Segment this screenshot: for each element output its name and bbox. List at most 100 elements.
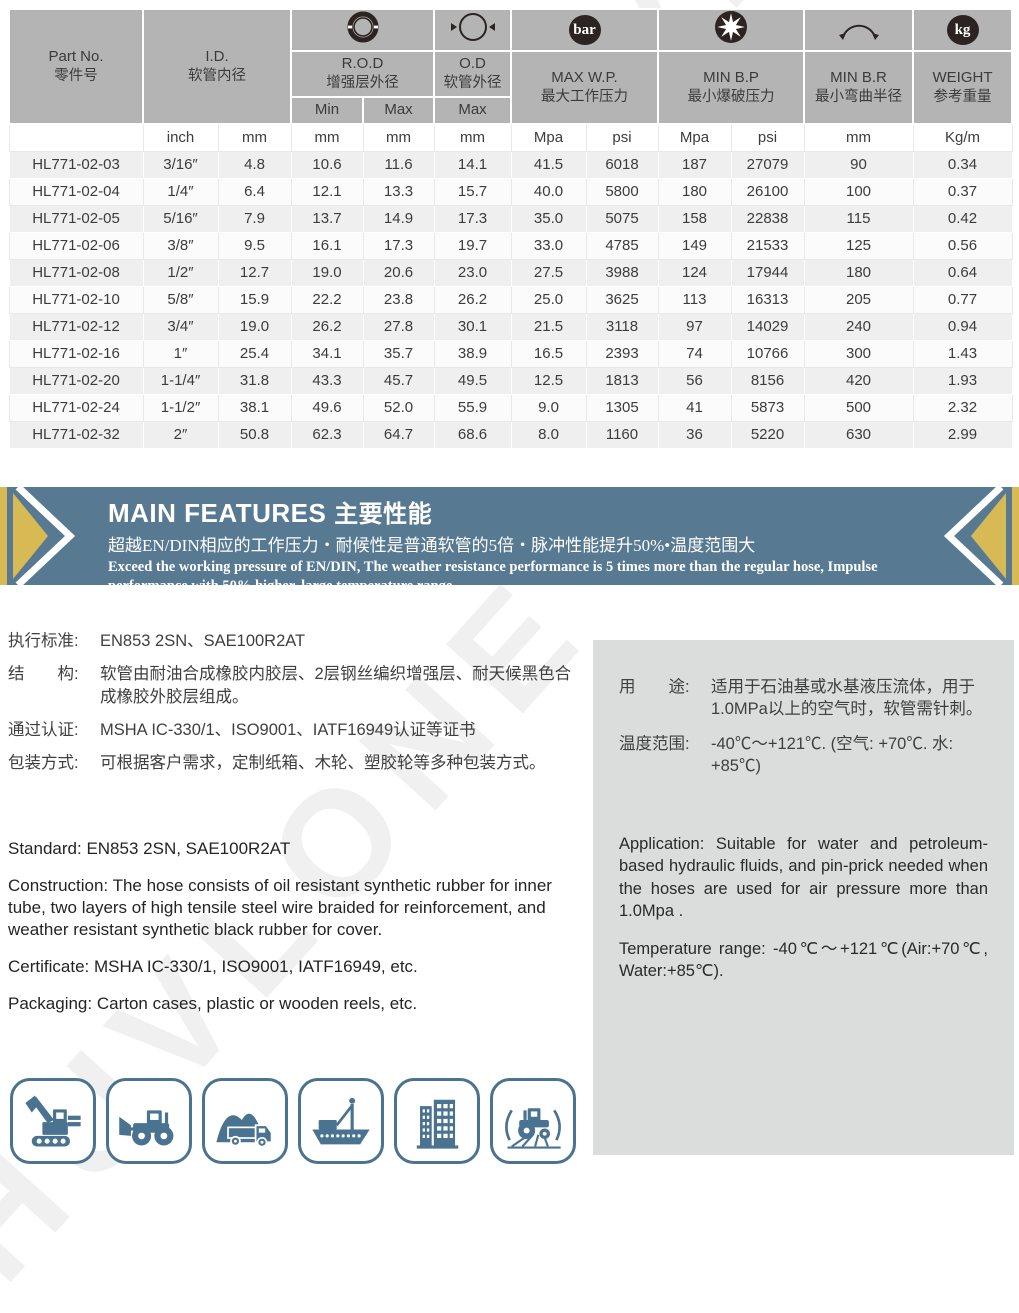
value-cell: 8.0 (510, 420, 587, 449)
value-cell: 41.5 (510, 150, 587, 179)
col-header-od: O.D 软管外径 (433, 49, 512, 98)
spec-text: 适用于石油基或水基液压流体，用于1.0MPa以上的空气时，软管需针刺。 (711, 678, 983, 719)
value-cell: 1/4″ (142, 177, 219, 206)
value-cell: 12.7 (217, 258, 292, 287)
unit-cell: mm (803, 123, 914, 152)
spec-label: 温度范围: (619, 734, 690, 753)
col-header-part-no: Part No. 零件号 (8, 8, 144, 125)
value-cell: 12.1 (290, 177, 364, 206)
value-cell: 14.1 (433, 150, 512, 179)
value-cell: 149 (657, 231, 732, 260)
value-cell: 35.0 (510, 204, 587, 233)
value-cell: 14029 (730, 312, 805, 341)
part-no-cell: HL771-02-04 (8, 177, 144, 206)
value-cell: 3/16″ (142, 150, 219, 179)
application-icons (10, 1078, 576, 1164)
value-cell: 2.99 (912, 420, 1013, 449)
value-cell: 43.3 (290, 366, 364, 395)
value-cell: 22838 (730, 204, 805, 233)
value-cell: 16.1 (290, 231, 364, 260)
value-cell: 240 (803, 312, 914, 341)
value-cell: 2″ (142, 420, 219, 449)
building-icon (394, 1078, 480, 1164)
part-no-cell: HL771-02-24 (8, 393, 144, 422)
value-cell: 11.6 (362, 150, 435, 179)
gold-chevron-right-icon (943, 487, 1019, 585)
value-cell: 97 (657, 312, 732, 341)
value-cell: 27.8 (362, 312, 435, 341)
kg-weight-icon: kg (912, 8, 1013, 52)
value-cell: 1813 (585, 366, 659, 395)
value-cell: 20.6 (362, 258, 435, 287)
value-cell: 56 (657, 366, 732, 395)
value-cell: 13.7 (290, 204, 364, 233)
unit-cell (8, 123, 144, 152)
value-cell: 50.8 (217, 420, 292, 449)
spec-row-certificate-zh: 通过认证: MSHA IC-330/1、ISO9001、IATF16949认证等… (8, 719, 583, 741)
part-no-cell: HL771-02-20 (8, 366, 144, 395)
value-cell: 5/8″ (142, 285, 219, 314)
ship-icon (298, 1078, 384, 1164)
unit-cell: inch (142, 123, 219, 152)
specs-zh-section: 执行标准: EN853 2SN、SAE100R2AT 结 构: 软管由耐油合成橡… (8, 630, 583, 785)
value-cell: 10.6 (290, 150, 364, 179)
value-cell: 9.0 (510, 393, 587, 422)
value-cell: 19.0 (217, 312, 292, 341)
value-cell: 1.43 (912, 339, 1013, 368)
value-cell: 15.7 (433, 177, 512, 206)
unit-cell: Kg/m (912, 123, 1013, 152)
value-cell: 6.4 (217, 177, 292, 206)
value-cell: 23.8 (362, 285, 435, 314)
unit-cell: mm (290, 123, 364, 152)
value-cell: 25.4 (217, 339, 292, 368)
value-cell: 64.7 (362, 420, 435, 449)
value-cell: 90 (803, 150, 914, 179)
spec-label: 执行标准: (8, 632, 79, 650)
col-header-min-br: MIN B.R 最小弯曲半径 (803, 49, 914, 125)
unit-cell: mm (433, 123, 512, 152)
value-cell: 33.0 (510, 231, 587, 260)
sub-header-od-max: Max (433, 95, 512, 125)
value-cell: 2393 (585, 339, 659, 368)
value-cell: 26100 (730, 177, 805, 206)
unit-cell: mm (217, 123, 292, 152)
part-no-cell: HL771-02-12 (8, 312, 144, 341)
value-cell: 14.9 (362, 204, 435, 233)
value-cell: 1-1/4″ (142, 366, 219, 395)
value-cell: 15.9 (217, 285, 292, 314)
value-cell: 124 (657, 258, 732, 287)
spec-text: MSHA IC-330/1、ISO9001、IATF16949认证等证书 (100, 720, 476, 739)
table-row: HL771-02-16 1″ 25.4 34.1 35.7 38.9 16.5 2393 74 1… (8, 339, 1013, 368)
spec-text: EN853 2SN、SAE100R2AT (100, 632, 306, 650)
table-row: HL771-02-10 5/8″ 15.9 22.2 23.8 26.2 25.0 3625 1… (8, 285, 1013, 314)
panel-row-temperature-zh: 温度范围: -40℃～+121℃. (空气: +70℃. 水: +85℃) (619, 733, 988, 778)
part-no-cell: HL771-02-03 (8, 150, 144, 179)
value-cell: 158 (657, 204, 732, 233)
spec-label: 结 构: (8, 665, 79, 684)
spec-row-construction-zh: 结 构: 软管由耐油合成橡胶内胶层、2层钢丝编织增强层、耐天候黑色合成橡胶外胶层… (8, 663, 583, 708)
value-cell: 5220 (730, 420, 805, 449)
value-cell: 0.77 (912, 285, 1013, 314)
od-diameter-icon (433, 8, 512, 52)
unit-cell: Mpa (657, 123, 732, 152)
value-cell: 27.5 (510, 258, 587, 287)
value-cell: 7.9 (217, 204, 292, 233)
spec-text: 可根据客户需求，定制纸箱、木轮、塑胶轮等多种包装方式。 (100, 754, 546, 773)
value-cell: 52.0 (362, 393, 435, 422)
spec-row-packaging-zh: 包装方式: 可根据客户需求，定制纸箱、木轮、塑胶轮等多种包装方式。 (8, 752, 583, 774)
banner-subtitle-en: Exceed the working pressure of EN/DIN, T… (108, 559, 878, 585)
sub-header-min: Min (290, 95, 364, 125)
value-cell: 205 (803, 285, 914, 314)
value-cell: 0.42 (912, 204, 1013, 233)
table-row: HL771-02-24 1-1/2″ 38.1 49.6 52.0 55.9 9.0 1305… (8, 393, 1013, 422)
value-cell: 17944 (730, 258, 805, 287)
spec-label: 用 途: (619, 678, 690, 696)
part-no-cell: HL771-02-08 (8, 258, 144, 287)
value-cell: 115 (803, 204, 914, 233)
application-panel: 用 途: 适用于石油基或水基液压流体，用于1.0MPa以上的空气时，软管需针刺。… (593, 640, 1014, 1155)
value-cell: 5873 (730, 393, 805, 422)
value-cell: 3988 (585, 258, 659, 287)
col-header-id: I.D. 软管内径 (142, 8, 292, 125)
banner-subtitle-zh: 超越EN/DIN相应的工作压力・耐候性是普通软管的5倍・脉冲性能提升50%•温度… (108, 536, 756, 555)
value-cell: 26.2 (433, 285, 512, 314)
